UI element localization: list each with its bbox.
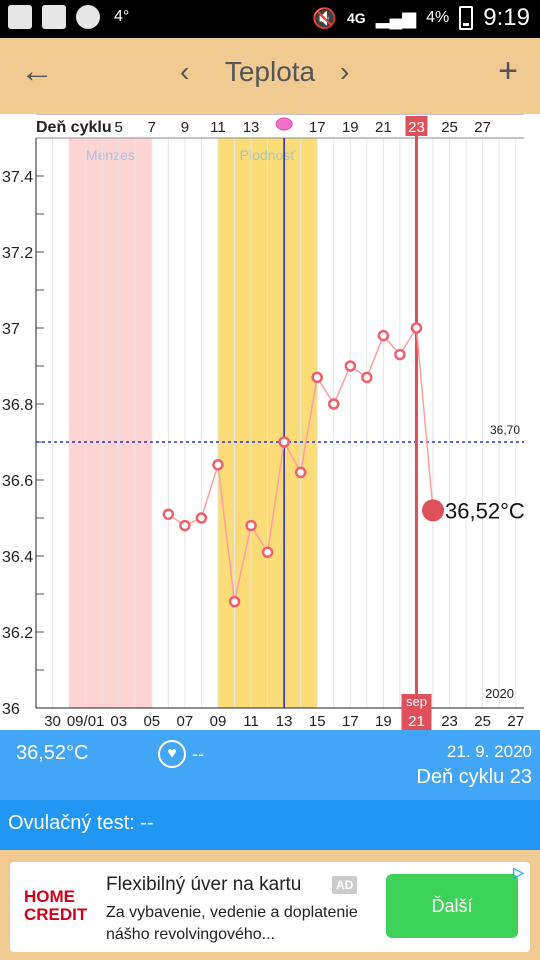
selected-temperature: 36,52°C [16, 742, 89, 764]
top-tick-label: 19 [342, 119, 359, 136]
top-tick-label: 13 [243, 119, 260, 136]
top-tick-label: 27 [474, 119, 491, 136]
top-tick-label: 17 [309, 119, 326, 136]
top-tick-label: 21 [375, 119, 392, 136]
ovulation-test-row[interactable]: Ovulačný test: -- [0, 800, 540, 850]
temperature-point [179, 519, 191, 532]
temperature-point [261, 546, 274, 558]
gallery-icon [42, 5, 66, 29]
bottom-tick-label: 09/01 [67, 713, 105, 730]
band-0 [69, 138, 152, 708]
bottom-tick-label: 07 [177, 713, 194, 730]
ad-banner[interactable]: HOME CREDIT Flexibilný úver na kartu AD … [10, 862, 530, 952]
reference-line-label: 36,70 [490, 423, 520, 437]
current-temperature-point [422, 499, 445, 522]
mute-icon: 🔇 [312, 7, 338, 30]
temperature-point [361, 371, 373, 384]
temperature-point [245, 519, 257, 532]
temperature-point [377, 329, 390, 342]
temperature-point [344, 360, 357, 372]
temperature-point [311, 371, 323, 384]
top-tick-label: 5 [115, 119, 123, 136]
clock: 9:19 [483, 4, 530, 31]
chart-svg[interactable]: Menzes Plodnosť3636.236.436.636.83737.237… [0, 114, 540, 730]
bottom-tick-label: 21 [408, 713, 425, 730]
temperature-point [278, 436, 290, 448]
bottom-tick-label: 19 [375, 713, 392, 730]
top-axis-title: Deň cyklu [36, 119, 112, 136]
adchoices-icon[interactable]: ▷ [513, 864, 524, 880]
year-label: 2020 [485, 686, 514, 701]
status-temperature: 4° [114, 8, 130, 25]
heart-value: -- [192, 744, 204, 764]
bottom-current-day-box [401, 694, 432, 730]
bottom-tick-label: 13 [276, 713, 293, 730]
next-chevron-icon[interactable]: › [340, 56, 350, 87]
temperature-point [228, 595, 241, 608]
bottom-tick-label: 05 [143, 713, 160, 730]
signal-icon: ▂▄▆ [375, 7, 417, 28]
y-tick-label: 37.4 [2, 169, 33, 186]
y-tick-label: 36.8 [2, 397, 33, 414]
temperature-point [162, 508, 175, 520]
advertiser-logo: HOME CREDIT [24, 887, 88, 924]
bottom-tick-label: 27 [507, 713, 524, 730]
top-tick-label: 7 [148, 119, 156, 136]
y-tick-label: 36.6 [2, 473, 33, 490]
cycle-day: Deň cyklu 23 [416, 766, 532, 788]
top-tick-label: 23 [408, 119, 425, 136]
top-tick-label: 11 [210, 119, 226, 136]
band-label-0: Menzes [86, 147, 135, 163]
bottom-tick-label: 23 [441, 713, 458, 730]
selected-date: 21. 9. 2020 [446, 742, 532, 761]
back-arrow-icon[interactable]: ← [20, 52, 54, 90]
bottom-tick-label: 25 [474, 713, 491, 730]
ad-title: Flexibilný úver na kartu [106, 874, 302, 895]
temperature-point [328, 398, 340, 410]
add-icon[interactable]: + [498, 52, 518, 90]
top-current-day-box [405, 116, 428, 136]
ad-container: HOME CREDIT Flexibilný úver na kartu AD … [0, 850, 540, 960]
temperature-point [410, 322, 423, 334]
y-tick-label: 37 [2, 321, 20, 338]
ad-description: Za vybavenie, vedenie a doplatenie nášho… [106, 904, 358, 943]
temperature-chart[interactable]: Menzes Plodnosť 36 36.2 36.4 36.6 36.8 37 37.2 37… [0, 114, 540, 730]
ad-cta-button[interactable]: Ďalší [386, 874, 518, 938]
top-tick-label: 25 [441, 119, 458, 136]
heart-icon[interactable]: ♥ [158, 740, 186, 768]
temperature-point [212, 459, 224, 471]
y-tick-label: 36.4 [2, 549, 33, 566]
y-tick-label: 36 [2, 701, 20, 718]
temperature-point [294, 466, 307, 479]
temperature-point [394, 348, 406, 361]
bottom-tick-label: 09 [210, 713, 227, 730]
bottom-tick-label: 03 [110, 713, 127, 730]
day-summary-panel: 36,52°C ♥ -- 21. 9. 2020 Deň cyklu 23 [0, 730, 540, 800]
top-tick-label: 9 [181, 119, 189, 136]
network-type: 4G [347, 10, 366, 26]
bottom-tick-label: 30 [44, 713, 61, 730]
temperature-point [195, 512, 208, 524]
ad-badge: AD [332, 876, 358, 894]
y-tick-label: 37.2 [2, 245, 33, 262]
status-bar: 4° 🔇 4G ▂▄▆ 4% 9:19 [0, 0, 540, 38]
y-tick-label: 36.2 [2, 625, 33, 642]
weather-icon [76, 5, 100, 29]
current-temperature-label: 36,52°C [445, 498, 525, 523]
toolbar: ← ‹ Teplota › + [0, 38, 540, 116]
ovulation-test-label: Ovulačný test: -- [8, 812, 154, 834]
ovulation-icon [275, 117, 293, 131]
bottom-tick-label: 15 [309, 713, 326, 730]
battery-icon [459, 6, 474, 30]
page-title: Teplota [224, 56, 316, 87]
bottom-tick-label: 11 [243, 713, 259, 730]
bottom-tick-label: 17 [342, 713, 359, 730]
bottom-month-label: sep [406, 694, 427, 709]
battery-percent: 4% [426, 9, 450, 26]
notification-app-icon [8, 5, 32, 29]
previous-chevron-icon[interactable]: ‹ [180, 56, 190, 87]
